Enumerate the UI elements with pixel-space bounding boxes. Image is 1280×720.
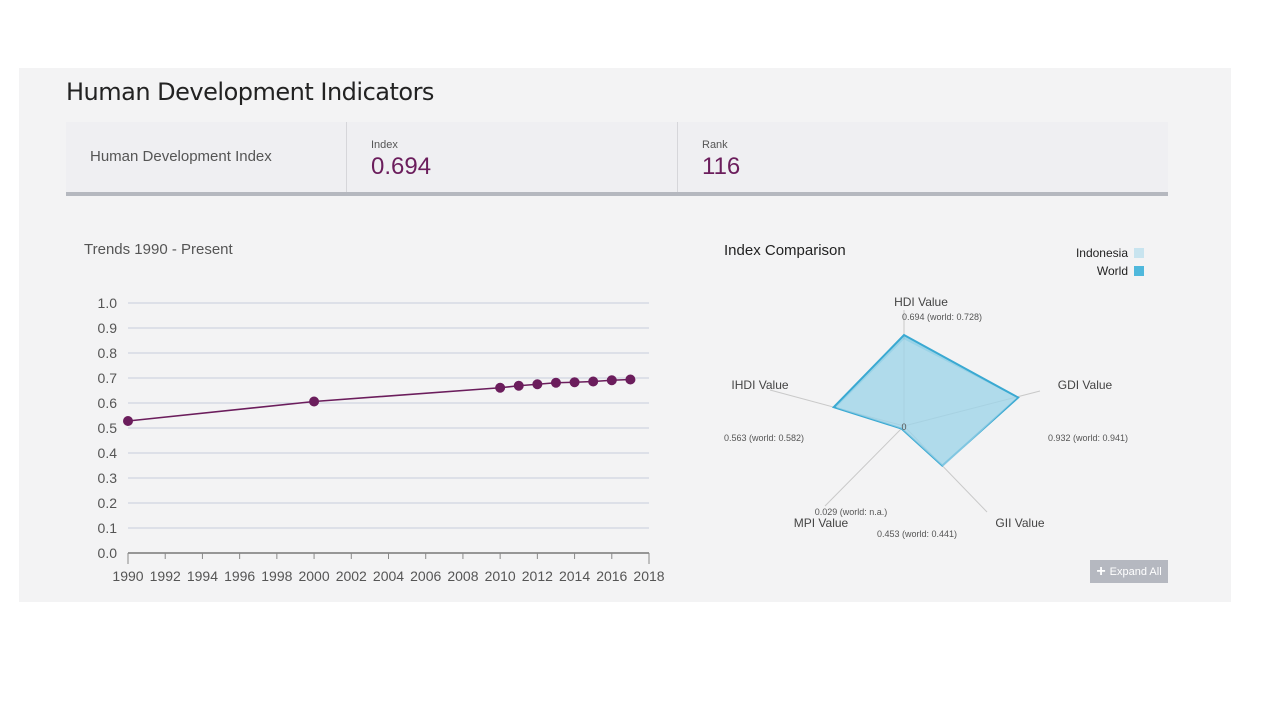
indicator-name: Human Development Index [90, 148, 272, 165]
summary-row: Human Development Index Index 0.694 Rank… [66, 122, 1168, 196]
expand-all-label: Expand All [1109, 565, 1162, 578]
summary-rank-cell: Rank 116 [678, 122, 1168, 192]
expand-all-button[interactable]: + Expand All [1090, 560, 1168, 583]
legend-swatch [1134, 266, 1144, 276]
comparison-title: Index Comparison [724, 242, 846, 259]
summary-index-cell: Index 0.694 [347, 122, 678, 192]
index-label: Index [371, 139, 398, 151]
legend-label: World [1096, 264, 1128, 278]
page-title: Human Development Indicators [66, 78, 434, 106]
legend-swatch [1134, 248, 1144, 258]
legend-item-world[interactable]: World [1097, 264, 1144, 278]
hdi-panel: Human Development Indicators Human Devel… [19, 68, 1231, 602]
trend-chart-title: Trends 1990 - Present [84, 241, 233, 258]
index-value: 0.694 [371, 153, 432, 180]
summary-name-cell: Human Development Index [66, 122, 347, 192]
legend-item-indonesia[interactable]: Indonesia [1076, 246, 1144, 260]
legend-label: Indonesia [1075, 246, 1128, 260]
plus-icon: + [1096, 562, 1106, 580]
rank-value: 116 [702, 153, 741, 180]
rank-label: Rank [702, 139, 728, 151]
